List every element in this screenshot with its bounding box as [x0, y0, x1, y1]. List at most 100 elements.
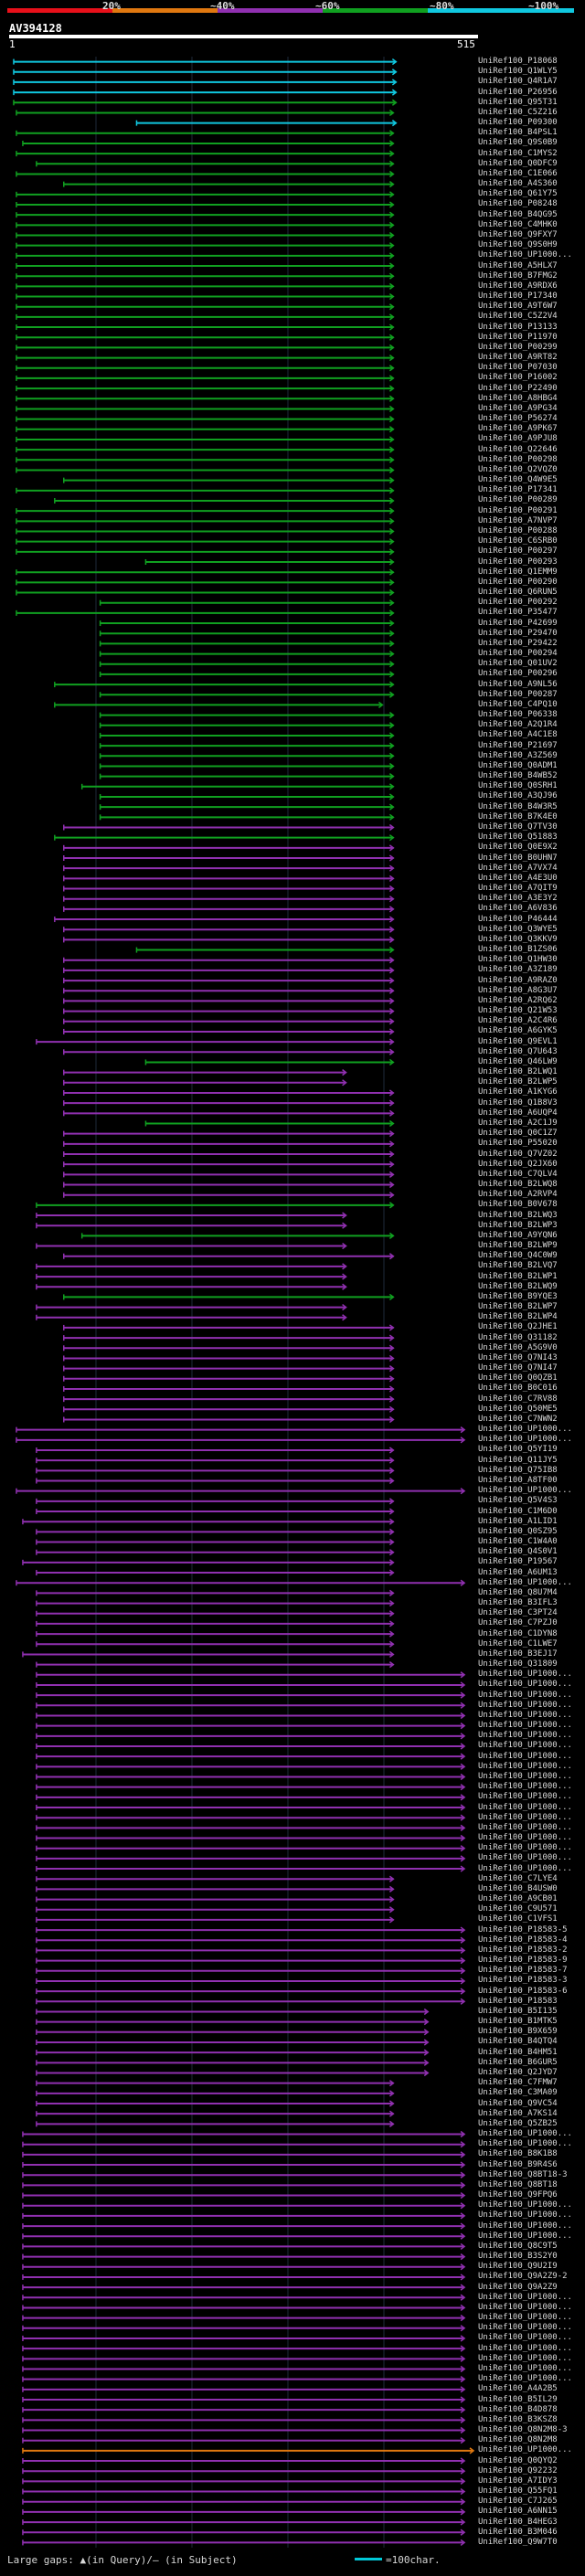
- hit-label[interactable]: UniRef100_UP1000...: [478, 1812, 572, 1822]
- hit-alignment[interactable]: [63, 875, 395, 882]
- hit-alignment[interactable]: [16, 405, 395, 413]
- hit-alignment[interactable]: [22, 2263, 466, 2271]
- hit-alignment[interactable]: [22, 2325, 466, 2332]
- hit-label[interactable]: UniRef100_A9CB01: [478, 1894, 558, 1904]
- hit-alignment[interactable]: [16, 282, 395, 290]
- hit-label[interactable]: UniRef100_Q2JHE1: [478, 1322, 558, 1332]
- hit-alignment[interactable]: [135, 946, 395, 954]
- hit-label[interactable]: UniRef100_P00293: [478, 557, 558, 567]
- hit-alignment[interactable]: [54, 834, 395, 842]
- hit-alignment[interactable]: [22, 2335, 466, 2342]
- hit-label[interactable]: UniRef100_A4A2B5: [478, 2384, 558, 2394]
- hit-label[interactable]: UniRef100_B1MTK5: [478, 2017, 558, 2027]
- hit-label[interactable]: UniRef100_B2LWP9: [478, 1241, 558, 1251]
- hit-label[interactable]: UniRef100_A4E3U0: [478, 873, 558, 883]
- hit-label[interactable]: UniRef100_Q11JY5: [478, 1455, 558, 1465]
- hit-alignment[interactable]: [99, 630, 395, 637]
- hit-label[interactable]: UniRef100_UP1000...: [478, 1425, 572, 1435]
- hit-label[interactable]: UniRef100_Q4W9E5: [478, 475, 558, 485]
- hit-alignment[interactable]: [63, 1130, 395, 1138]
- hit-alignment[interactable]: [36, 1202, 395, 1209]
- hit-label[interactable]: UniRef100_P00297: [478, 546, 558, 557]
- hit-label[interactable]: UniRef100_C5Z216: [478, 107, 558, 117]
- hit-alignment[interactable]: [63, 1079, 347, 1087]
- hit-label[interactable]: UniRef100_Q8BT18-3: [478, 2169, 568, 2179]
- hit-alignment[interactable]: [99, 752, 395, 759]
- hit-alignment[interactable]: [36, 2008, 430, 2016]
- hit-alignment[interactable]: [16, 170, 395, 178]
- hit-label[interactable]: UniRef100_P08248: [478, 199, 558, 209]
- hit-label[interactable]: UniRef100_UP1000...: [478, 1690, 572, 1700]
- hit-alignment[interactable]: [36, 1212, 347, 1219]
- hit-alignment[interactable]: [22, 2151, 466, 2158]
- hit-label[interactable]: UniRef100_P18583-2: [478, 1945, 568, 1955]
- hit-alignment[interactable]: [63, 181, 395, 188]
- hit-label[interactable]: UniRef100_A7NVP7: [478, 515, 558, 525]
- hit-alignment[interactable]: [16, 221, 395, 228]
- hit-alignment[interactable]: [36, 1784, 466, 1791]
- hit-alignment[interactable]: [22, 2130, 466, 2138]
- hit-alignment[interactable]: [22, 2315, 466, 2322]
- hit-alignment[interactable]: [16, 344, 395, 352]
- hit-alignment[interactable]: [16, 527, 395, 535]
- hit-alignment[interactable]: [99, 661, 395, 668]
- hit-label[interactable]: UniRef100_B2LWQ1: [478, 1067, 558, 1077]
- hit-alignment[interactable]: [16, 466, 395, 474]
- hit-label[interactable]: UniRef100_B3S2Y0: [478, 2252, 558, 2262]
- hit-label[interactable]: UniRef100_B3M046: [478, 2527, 558, 2537]
- hit-label[interactable]: UniRef100_UP1000...: [478, 1782, 572, 1792]
- hit-label[interactable]: UniRef100_B4USW0: [478, 1883, 558, 1893]
- hit-label[interactable]: UniRef100_Q6RUN5: [478, 588, 558, 598]
- hit-label[interactable]: UniRef100_B4HEG3: [478, 2517, 558, 2527]
- hit-label[interactable]: UniRef100_Q9S0H9: [478, 240, 558, 250]
- hit-label[interactable]: UniRef100_A2RQ62: [478, 995, 558, 1005]
- hit-label[interactable]: UniRef100_A7KS14: [478, 2108, 558, 2118]
- hit-label[interactable]: UniRef100_Q2JX60: [478, 1159, 558, 1169]
- hit-label[interactable]: UniRef100_Q1B8V3: [478, 1097, 558, 1108]
- hit-label[interactable]: UniRef100_B2LWQ3: [478, 1210, 558, 1220]
- hit-label[interactable]: UniRef100_P17341: [478, 485, 558, 495]
- hit-label[interactable]: UniRef100_B2LVQ7: [478, 1261, 558, 1271]
- hit-alignment[interactable]: [63, 1140, 395, 1148]
- hit-label[interactable]: UniRef100_UP1000...: [478, 1721, 572, 1731]
- hit-alignment[interactable]: [99, 620, 395, 627]
- hit-alignment[interactable]: [63, 1344, 395, 1352]
- hit-alignment[interactable]: [99, 722, 395, 729]
- hit-label[interactable]: UniRef100_UP1000...: [478, 1670, 572, 1680]
- hit-label[interactable]: UniRef100_P00294: [478, 649, 558, 659]
- hit-label[interactable]: UniRef100_P00288: [478, 526, 558, 535]
- hit-alignment[interactable]: [99, 671, 395, 678]
- hit-alignment[interactable]: [16, 395, 395, 402]
- hit-label[interactable]: UniRef100_C7QLV4: [478, 1169, 558, 1179]
- hit-label[interactable]: UniRef100_A3Z569: [478, 750, 558, 760]
- hit-alignment[interactable]: [63, 864, 395, 872]
- hit-label[interactable]: UniRef100_UP1000...: [478, 2302, 572, 2312]
- hit-alignment[interactable]: [36, 2019, 430, 2026]
- hit-alignment[interactable]: [16, 292, 395, 301]
- hit-alignment[interactable]: [36, 1661, 395, 1669]
- hit-label[interactable]: UniRef100_B4PSL1: [478, 128, 558, 138]
- hit-label[interactable]: UniRef100_B2LWQ8: [478, 1180, 558, 1190]
- hit-alignment[interactable]: [16, 446, 395, 453]
- hit-label[interactable]: UniRef100_A6V836: [478, 904, 558, 914]
- hit-alignment[interactable]: [36, 1906, 395, 1913]
- hit-alignment[interactable]: [13, 69, 398, 76]
- hit-label[interactable]: UniRef100_C4MHK0: [478, 219, 558, 229]
- hit-label[interactable]: UniRef100_Q61Y75: [478, 189, 558, 199]
- hit-alignment[interactable]: [99, 793, 395, 800]
- hit-label[interactable]: UniRef100_UP1000...: [478, 1741, 572, 1751]
- hit-alignment[interactable]: [16, 568, 395, 576]
- hit-alignment[interactable]: [16, 334, 395, 341]
- hit-label[interactable]: UniRef100_A2Q1R4: [478, 720, 558, 730]
- hit-label[interactable]: UniRef100_A8TF00: [478, 1476, 558, 1485]
- hit-alignment[interactable]: [22, 2508, 466, 2516]
- hit-alignment[interactable]: [36, 1620, 395, 1627]
- hit-alignment[interactable]: [63, 896, 395, 903]
- hit-label[interactable]: UniRef100_UP1000...: [478, 1772, 572, 1781]
- hit-alignment[interactable]: [63, 854, 395, 862]
- hit-alignment[interactable]: [63, 1395, 395, 1403]
- hit-alignment[interactable]: [16, 548, 395, 556]
- hit-label[interactable]: UniRef100_A4S360: [478, 179, 558, 189]
- hit-alignment[interactable]: [36, 1926, 466, 1934]
- hit-alignment[interactable]: [16, 201, 395, 208]
